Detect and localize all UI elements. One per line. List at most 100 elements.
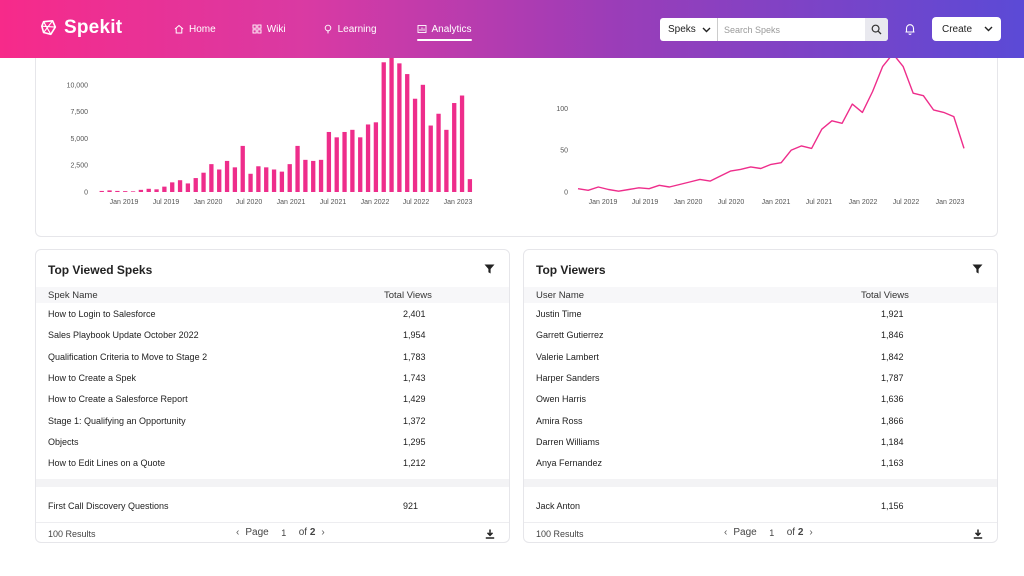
table-row[interactable]: Justin Time 1,921 [524, 304, 997, 325]
column-header[interactable]: User Name [536, 290, 585, 301]
row-name: Justin Time [536, 309, 582, 319]
notification-bell-icon[interactable] [903, 22, 917, 36]
nav-analytics[interactable]: Analytics [416, 0, 472, 58]
bar [467, 179, 473, 192]
brand-logo[interactable]: Spekit [40, 17, 122, 39]
table-divider [524, 479, 997, 487]
nav-wiki[interactable]: Wiki [252, 0, 286, 58]
x-tick-label: Jul 2021 [320, 199, 347, 206]
bar [436, 113, 441, 192]
table-row[interactable]: Stage 1: Qualifying an Opportunity 1,372 [36, 411, 509, 432]
row-name: How to Create a Salesforce Report [48, 394, 188, 405]
column-header[interactable]: Spek Name [48, 290, 98, 301]
row-views: 1,212 [403, 458, 426, 469]
table-row[interactable]: Objects 1,295 [36, 432, 509, 453]
nav-home[interactable]: Home [174, 0, 216, 58]
row-name: Garrett Gutierrez [536, 330, 604, 341]
next-page-icon[interactable]: › [321, 527, 325, 538]
x-tick-label: Jan 2023 [936, 199, 965, 206]
bar [115, 190, 120, 192]
download-icon[interactable] [485, 529, 495, 539]
row-views: 1,429 [403, 394, 426, 405]
row-views: 1,163 [881, 458, 904, 469]
row-views: 921 [403, 501, 419, 511]
y-tick-label: 10,000 [67, 82, 89, 89]
bar [138, 189, 144, 192]
card-title: Top Viewers [536, 263, 606, 277]
table-row[interactable]: How to Create a Salesforce Report 1,429 [36, 389, 509, 410]
analytics-icon [417, 25, 426, 33]
search-input[interactable] [718, 18, 865, 41]
page-number-input[interactable]: 1 [769, 527, 775, 538]
bar [154, 189, 159, 192]
bar [271, 169, 277, 192]
create-button[interactable]: Create [932, 17, 1001, 41]
nav-learning[interactable]: Learning [323, 0, 377, 58]
prev-page-icon[interactable]: ‹ [236, 527, 240, 538]
table-row[interactable]: How to Login to Salesforce 2,401 [36, 304, 509, 325]
x-tick-label: Jan 2022 [361, 199, 390, 206]
row-views: 1,846 [881, 330, 904, 341]
bar [177, 180, 183, 192]
top-viewed-speks-card: Top Viewed Speks Spek Name Total Views H… [35, 249, 510, 543]
x-tick-label: Jul 2020 [718, 199, 745, 206]
table-row[interactable]: Sales Playbook Update October 2022 1,954 [36, 325, 509, 346]
bar [389, 58, 394, 192]
bar [256, 166, 261, 192]
row-views: 1,783 [403, 351, 426, 362]
bar [123, 191, 128, 192]
row-views: 1,954 [403, 330, 426, 341]
y-tick-label: 100 [556, 106, 568, 113]
table-row[interactable]: Jack Anton 1,156 [524, 496, 997, 517]
filter-icon[interactable] [972, 264, 983, 274]
row-views: 1,787 [881, 372, 904, 383]
column-header[interactable]: Total Views [384, 290, 432, 301]
line-series [577, 58, 965, 192]
bar [420, 84, 426, 192]
row-name: Darren Williams [536, 436, 600, 447]
bar [397, 63, 402, 192]
table-row[interactable]: How to Edit Lines on a Quote 1,212 [36, 453, 509, 474]
x-tick-label: Jul 2021 [806, 199, 833, 206]
next-page-icon[interactable]: › [809, 527, 813, 538]
top-viewers-card: Top Viewers User Name Total Views Justin… [523, 249, 998, 543]
table-row[interactable]: Darren Williams 1,184 [524, 432, 997, 453]
table-row[interactable]: Owen Harris 1,636 [524, 389, 997, 410]
table-row[interactable]: Valerie Lambert 1,842 [524, 347, 997, 368]
bar [162, 186, 167, 192]
bar [146, 188, 151, 192]
bar [373, 122, 379, 192]
x-tick-label: Jul 2019 [153, 199, 180, 206]
nav-learning-label: Learning [337, 23, 377, 35]
column-header[interactable]: Total Views [861, 290, 909, 301]
bar [209, 164, 214, 192]
row-name: How to Create a Spek [48, 372, 137, 383]
bar [224, 160, 230, 192]
search-scope-value: Speks [668, 24, 696, 35]
filter-icon[interactable] [484, 264, 495, 274]
search-scope-select[interactable]: Speks [660, 18, 718, 41]
row-name: Qualification Criteria to Move to Stage … [48, 351, 208, 362]
prev-page-icon[interactable]: ‹ [724, 527, 728, 538]
brand-name: Spekit [64, 17, 123, 38]
table-row[interactable]: Amira Ross 1,866 [524, 411, 997, 432]
row-views: 2,401 [403, 309, 426, 319]
row-views: 1,866 [881, 415, 904, 426]
page-number-input[interactable]: 1 [281, 527, 287, 538]
table-row[interactable]: Anya Fernandez 1,163 [524, 453, 997, 474]
x-tick-label: Jan 2021 [762, 199, 791, 206]
table-row[interactable]: Harper Sanders 1,787 [524, 368, 997, 389]
charts-panel: 0 2,500 5,000 7,500 10,000 Jan 2019 Jul 2019 Ja… [35, 58, 998, 237]
download-icon[interactable] [973, 529, 983, 539]
table-row[interactable]: Qualification Criteria to Move to Stage … [36, 347, 509, 368]
table-row[interactable]: First Call Discovery Questions 921 [36, 496, 509, 517]
row-name: Sales Playbook Update October 2022 [48, 330, 199, 341]
bar [287, 164, 292, 192]
top-navigation-bar: Spekit Home Wiki Learning Analytics Spek… [0, 0, 1024, 58]
search-button[interactable] [865, 18, 888, 41]
table-row[interactable]: Garrett Gutierrez 1,846 [524, 325, 997, 346]
bar [107, 190, 112, 192]
bar [170, 182, 175, 192]
table-row[interactable]: How to Create a Spek 1,743 [36, 368, 509, 389]
row-name: How to Edit Lines on a Quote [48, 458, 166, 469]
